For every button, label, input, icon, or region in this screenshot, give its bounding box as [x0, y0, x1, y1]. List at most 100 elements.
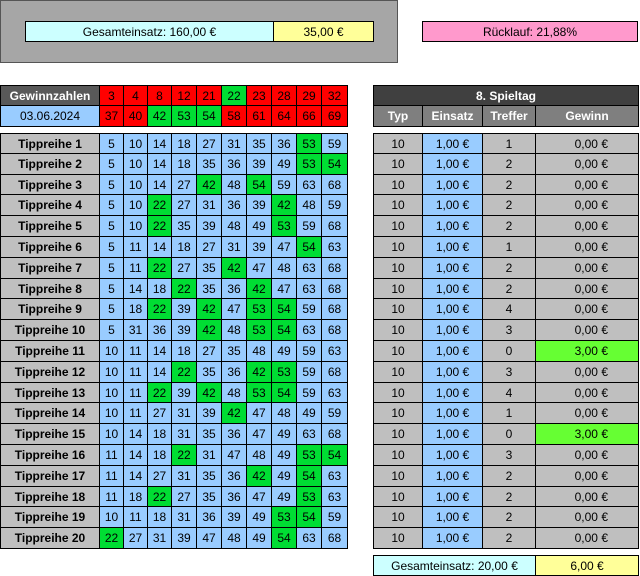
- gewinnzahl: 21: [197, 85, 222, 106]
- tipp-number: 14: [124, 445, 148, 466]
- tipp-number: 35: [197, 362, 222, 383]
- tipp-number: 54: [322, 445, 348, 466]
- treffer-cell: 2: [483, 279, 536, 299]
- tipp-number: 68: [322, 362, 348, 383]
- col-gewinn: Gewinn: [536, 106, 639, 127]
- gewinn-cell: 0,00 €: [536, 237, 639, 258]
- typ-cell: 10: [373, 507, 423, 528]
- typ-cell: 10: [373, 175, 423, 195]
- gewinnzahl: 40: [124, 106, 148, 127]
- tipp-number: 10: [124, 133, 148, 154]
- tippreihe-label: Tippreihe 4: [0, 195, 100, 216]
- tipp-number: 48: [222, 175, 247, 195]
- tipp-number: 22: [100, 528, 124, 549]
- treffer-cell: 2: [483, 466, 536, 487]
- tipp-number: 36: [222, 466, 247, 487]
- tippreihe-label: Tippreihe 20: [0, 528, 100, 549]
- tipp-number: 49: [247, 528, 272, 549]
- tipp-number: 10: [100, 362, 124, 383]
- tipp-number: 68: [322, 320, 348, 341]
- tippreihe-label: Tippreihe 17: [0, 466, 100, 487]
- gewinnzahl: 69: [322, 106, 348, 127]
- tipp-number: 53: [272, 362, 297, 383]
- ruecklauf-value: Rücklauf: 21,88%: [422, 21, 638, 42]
- tipp-number: 14: [124, 424, 148, 445]
- tipp-number: 35: [247, 133, 272, 154]
- typ-cell: 10: [373, 216, 423, 237]
- gewinnzahl: 3: [100, 85, 124, 106]
- col-treffer: Treffer: [483, 106, 536, 127]
- tipp-number: 18: [124, 487, 148, 507]
- tipp-number: 39: [247, 195, 272, 216]
- gewinn-cell: 0,00 €: [536, 528, 639, 549]
- treffer-cell: 3: [483, 362, 536, 383]
- treffer-cell: 2: [483, 175, 536, 195]
- gewinnzahl: 66: [297, 106, 322, 127]
- tipp-number: 59: [322, 507, 348, 528]
- tipp-number: 11: [124, 258, 148, 279]
- draw-date: 03.06.2024: [0, 106, 100, 127]
- tippreihe-label: Tippreihe 11: [0, 341, 100, 362]
- typ-cell: 10: [373, 487, 423, 507]
- tipp-number: 48: [222, 320, 247, 341]
- tippreihe-label: Tippreihe 18: [0, 487, 100, 507]
- tipp-number: 54: [297, 507, 322, 528]
- einsatz-cell: 1,00 €: [423, 403, 483, 424]
- tipp-number: 48: [297, 195, 322, 216]
- tipp-number: 36: [222, 195, 247, 216]
- tipp-number: 63: [297, 424, 322, 445]
- tipp-number: 5: [100, 154, 124, 175]
- tipp-number: 14: [124, 279, 148, 299]
- gewinn-cell: 0,00 €: [536, 445, 639, 466]
- tipp-number: 14: [148, 175, 172, 195]
- gewinn-cell: 0,00 €: [536, 403, 639, 424]
- tipp-number: 5: [100, 175, 124, 195]
- tippreihe-label: Tippreihe 12: [0, 362, 100, 383]
- tipp-number: 27: [172, 195, 197, 216]
- treffer-cell: 1: [483, 133, 536, 154]
- tipp-number: 10: [100, 424, 124, 445]
- tippreihe-label: Tippreihe 1: [0, 133, 100, 154]
- gewinnzahlen-label: Gewinnzahlen: [0, 85, 100, 106]
- tipp-number: 59: [297, 299, 322, 320]
- tipp-number: 63: [297, 175, 322, 195]
- tipp-number: 54: [297, 466, 322, 487]
- tipp-number: 54: [272, 299, 297, 320]
- einsatz-cell: 1,00 €: [423, 445, 483, 466]
- gewinn-cell: 0,00 €: [536, 507, 639, 528]
- gewinn-cell: 0,00 €: [536, 487, 639, 507]
- tipp-number: 35: [222, 341, 247, 362]
- einsatz-cell: 1,00 €: [423, 383, 483, 403]
- tipp-number: 27: [172, 175, 197, 195]
- footer-gesamteinsatz: Gesamteinsatz: 20,00 €: [373, 555, 536, 576]
- treffer-cell: 3: [483, 320, 536, 341]
- tipp-number: 35: [197, 424, 222, 445]
- tipp-number: 49: [297, 403, 322, 424]
- gewinn-cell: 0,00 €: [536, 195, 639, 216]
- tipp-number: 59: [322, 403, 348, 424]
- gewinn-cell: 0,00 €: [536, 133, 639, 154]
- treffer-cell: 3: [483, 445, 536, 466]
- gewinnzahl: 23: [247, 85, 272, 106]
- einsatz-cell: 1,00 €: [423, 362, 483, 383]
- tipp-number: 36: [222, 487, 247, 507]
- tipp-number: 53: [247, 320, 272, 341]
- tipp-number: 10: [124, 175, 148, 195]
- tipp-number: 5: [100, 320, 124, 341]
- gewinnzahl: 32: [322, 85, 348, 106]
- tipp-number: 39: [197, 216, 222, 237]
- gewinnzahl: 37: [100, 106, 124, 127]
- tipp-number: 22: [148, 216, 172, 237]
- tipp-number: 35: [197, 487, 222, 507]
- tipp-number: 54: [272, 528, 297, 549]
- tipp-number: 53: [272, 507, 297, 528]
- einsatz-cell: 1,00 €: [423, 341, 483, 362]
- tipp-number: 11: [124, 403, 148, 424]
- typ-cell: 10: [373, 403, 423, 424]
- tipp-number: 68: [322, 175, 348, 195]
- tipp-number: 10: [100, 341, 124, 362]
- tipp-number: 5: [100, 216, 124, 237]
- einsatz-cell: 1,00 €: [423, 528, 483, 549]
- tipp-number: 49: [272, 424, 297, 445]
- tipp-number: 42: [197, 299, 222, 320]
